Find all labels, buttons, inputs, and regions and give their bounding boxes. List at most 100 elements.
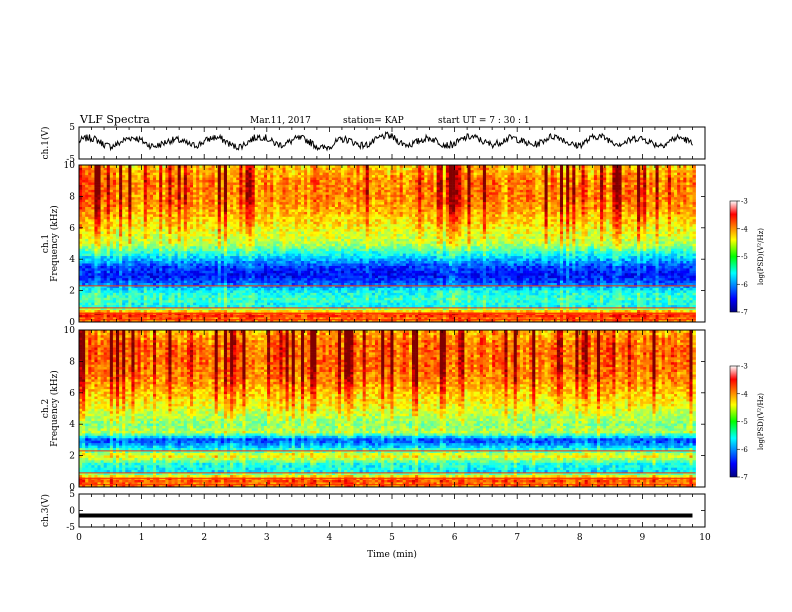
ch1-spectrogram-cell [452, 273, 455, 276]
ch1-spectrogram-cell [668, 315, 671, 318]
ch1-spectrogram-cell [600, 295, 603, 298]
ch1-spectrogram-cell [372, 293, 375, 296]
ch1-spectrogram-cell [119, 300, 122, 303]
ch1-spectrogram-cell [517, 278, 520, 281]
ch1-spectrogram-cell [178, 273, 181, 276]
ch1-spectrogram-cell [363, 268, 366, 271]
ch1-spectrogram-cell [622, 297, 625, 300]
ch1-spectrogram-cell [656, 302, 659, 305]
ch1-spectrogram-cell [122, 275, 125, 278]
ch1-spectrogram-cell [193, 278, 196, 281]
ch1-spectrogram-cell [184, 273, 187, 276]
ch1-spectrogram-cell [199, 293, 202, 296]
ch1-spectrogram-cell [477, 297, 480, 300]
ch1-spectrogram-cell [279, 297, 282, 300]
ch1-spectrogram-cell [307, 315, 310, 318]
ch1-spectrogram-cell [486, 268, 489, 271]
ch1-spectrogram-cell [566, 266, 569, 269]
ch1-spectrogram-cell [526, 268, 529, 271]
ch1-spectrogram-cell [326, 295, 329, 298]
ch1-spectrogram-cell [585, 273, 588, 276]
ch1-spectrogram-cell [141, 305, 144, 308]
ch1-spectrogram-cell [205, 266, 208, 269]
ch1-spectrogram-cell [406, 278, 409, 281]
ch1-spectrogram-cell [535, 275, 538, 278]
ch1-spectrogram-cell [141, 280, 144, 283]
ch1-spectrogram-cell [585, 266, 588, 269]
ch1-spectrogram-cell [134, 263, 137, 266]
ch1-spectrogram-cell [612, 268, 615, 271]
ch1-spectrogram-cell [483, 310, 486, 313]
ch1-spectrogram-cell [153, 310, 156, 313]
ch1-spectrogram-cell [141, 266, 144, 269]
ch1-spectrogram-cell [393, 305, 396, 308]
ch1-spectrogram-cell [79, 278, 82, 281]
ch1-spectrogram-cell [350, 268, 353, 271]
ch1-spectrogram-cell [652, 263, 655, 266]
ch1-spectrogram-cell [162, 270, 165, 273]
ch1-spectrogram-cell [178, 268, 181, 271]
ch1-spectrogram-cell [455, 302, 458, 305]
ch1-spectrogram-cell [270, 315, 273, 318]
ch1-spectrogram-cell [159, 295, 162, 298]
ch1-spectrogram-cell [113, 302, 116, 305]
ch1-spectrogram-cell [471, 288, 474, 291]
ch1-spectrogram-cell [418, 302, 421, 305]
ch1-spectrogram-cell [245, 290, 248, 293]
ch1-spectrogram-cell [430, 315, 433, 318]
ch1-spectrogram-cell [498, 293, 501, 296]
ch1-spectrogram-cell [520, 270, 523, 273]
ch1-spectrogram-cell [255, 268, 258, 271]
ch1-spectrogram-cell [612, 302, 615, 305]
ch1-spectrogram-cell [652, 300, 655, 303]
ch1-spectrogram-cell [563, 302, 566, 305]
ch1-spectrogram-cell [674, 288, 677, 291]
ch1-spectrogram-cell [588, 290, 591, 293]
ch1-spectrogram-cell [279, 310, 282, 313]
ch1-spectrogram-cell [128, 273, 131, 276]
ch1-spectrogram-cell [689, 297, 692, 300]
ch1-spectrogram-cell [122, 315, 125, 318]
ch1-spectrogram-cell [628, 273, 631, 276]
ch1-spectrogram-cell [427, 280, 430, 283]
ch1-spectrogram-cell [218, 305, 221, 308]
ch1-spectrogram-cell [511, 270, 514, 273]
ch1-spectrogram-cell [397, 295, 400, 298]
ch1-spectrogram-cell [393, 315, 396, 318]
ch1-spectrogram-cell [421, 283, 424, 286]
ch1-spectrogram-cell [261, 305, 264, 308]
ch1-spectrogram-cell [597, 302, 600, 305]
ch1-spectrogram-cell [400, 305, 403, 308]
ch1-spectrogram-cell [119, 273, 122, 276]
ch1-spectrogram-cell [612, 293, 615, 296]
ch1-spectrogram-cell [668, 283, 671, 286]
ch1-spectrogram-cell [406, 302, 409, 305]
ch1-spectrogram-cell [424, 268, 427, 271]
ch1-spectrogram-cell [193, 280, 196, 283]
ch1-spectrogram-cell [588, 297, 591, 300]
ch1-spectrogram-cell [609, 283, 612, 286]
ch1-spectrogram-cell [443, 288, 446, 291]
ch1-spectrogram-cell [134, 288, 137, 291]
ch1-spectrogram-cell [134, 280, 137, 283]
ch1-spectrogram-cell [683, 295, 686, 298]
ch1-spectrogram-cell [390, 310, 393, 313]
ch1-spectrogram-cell [594, 295, 597, 298]
ch1-spectrogram-cell [424, 275, 427, 278]
ch1-spectrogram-cell [338, 263, 341, 266]
ch1-spectrogram-cell [418, 293, 421, 296]
ch1-spectrogram-cell [329, 315, 332, 318]
ch1-spectrogram-cell [282, 270, 285, 273]
ch1-spectrogram-cell [316, 295, 319, 298]
ch1-spectrogram-cell [471, 300, 474, 303]
ch1-spectrogram-cell [689, 278, 692, 281]
ch1-spectrogram-cell [566, 263, 569, 266]
ch1-spectrogram-cell [563, 310, 566, 313]
ch1-spectrogram-cell [381, 315, 384, 318]
ch1-spectrogram-cell [387, 293, 390, 296]
ch1-spectrogram-cell [190, 273, 193, 276]
ch1-spectrogram-cell [162, 268, 165, 271]
ch1-spectrogram-cell [91, 283, 94, 286]
ch1-spectrogram-cell [144, 273, 147, 276]
ch1-spectrogram-cell [582, 310, 585, 313]
